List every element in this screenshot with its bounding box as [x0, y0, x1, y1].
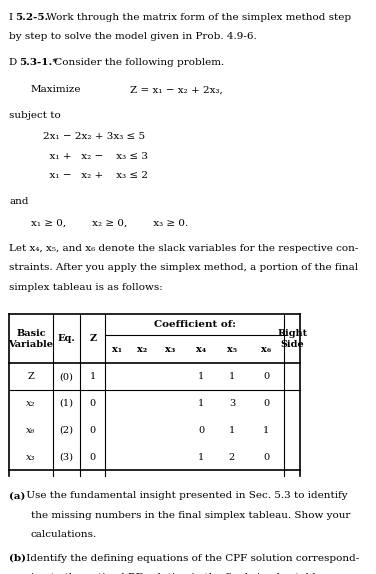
Text: D: D — [9, 58, 21, 67]
Text: Use the fundamental insight presented in Sec. 5.3 to identify: Use the fundamental insight presented in… — [23, 491, 347, 500]
Text: 1: 1 — [229, 426, 235, 435]
Text: x₆: x₆ — [26, 426, 36, 435]
Text: x₆: x₆ — [261, 344, 271, 354]
Text: 0: 0 — [90, 399, 96, 408]
Text: simplex tableau is as follows:: simplex tableau is as follows: — [9, 283, 163, 292]
Text: by step to solve the model given in Prob. 4.9-6.: by step to solve the model given in Prob… — [9, 33, 257, 41]
Text: x₂: x₂ — [26, 399, 36, 408]
Text: I: I — [9, 13, 17, 22]
Text: Z: Z — [89, 334, 96, 343]
Text: Basic
Variable: Basic Variable — [8, 329, 53, 348]
Text: x₁ −   x₂ +    x₃ ≤ 2: x₁ − x₂ + x₃ ≤ 2 — [43, 172, 148, 180]
Text: (b): (b) — [9, 554, 26, 563]
Text: Identify the defining equations of the CPF solution correspond-: Identify the defining equations of the C… — [23, 554, 359, 563]
Text: 0: 0 — [198, 426, 204, 435]
Text: calculations.: calculations. — [31, 530, 97, 539]
Text: (2): (2) — [59, 426, 73, 435]
Text: Consider the following problem.: Consider the following problem. — [51, 58, 224, 67]
Text: Z = x₁ − x₂ + 2x₃,: Z = x₁ − x₂ + 2x₃, — [130, 86, 223, 94]
Text: x₃: x₃ — [165, 344, 175, 354]
Text: straints. After you apply the simplex method, a portion of the final: straints. After you apply the simplex me… — [9, 263, 358, 273]
Text: subject to: subject to — [9, 111, 61, 120]
Text: x₅: x₅ — [227, 344, 237, 354]
Text: 2: 2 — [229, 452, 235, 461]
Text: ing to the optimal BF solution in the final simplex tableau.: ing to the optimal BF solution in the fi… — [31, 573, 338, 574]
Text: (3): (3) — [59, 452, 73, 461]
Text: Eq.: Eq. — [58, 334, 75, 343]
Text: x₁: x₁ — [112, 344, 123, 354]
Text: Z: Z — [27, 372, 34, 381]
Text: Coefficient of:: Coefficient of: — [154, 320, 236, 329]
Text: and: and — [9, 197, 29, 206]
Text: x₁ ≥ 0,        x₂ ≥ 0,        x₃ ≥ 0.: x₁ ≥ 0, x₂ ≥ 0, x₃ ≥ 0. — [31, 219, 188, 227]
Text: 0: 0 — [90, 452, 96, 461]
Text: Right
Side: Right Side — [277, 329, 307, 348]
Text: 2x₁ − 2x₂ + 3x₃ ≤ 5: 2x₁ − 2x₂ + 3x₃ ≤ 5 — [43, 132, 146, 141]
Text: (a): (a) — [9, 491, 26, 500]
Text: 0: 0 — [90, 426, 96, 435]
Text: 1: 1 — [89, 372, 96, 381]
Text: 0: 0 — [263, 452, 269, 461]
Text: the missing numbers in the final simplex tableau. Show your: the missing numbers in the final simplex… — [31, 511, 350, 519]
Text: 1: 1 — [263, 426, 269, 435]
Text: 1: 1 — [229, 372, 235, 381]
Text: 1: 1 — [198, 399, 204, 408]
Text: x₃: x₃ — [26, 452, 36, 461]
Text: x₂: x₂ — [137, 344, 147, 354]
Text: 1: 1 — [198, 372, 204, 381]
Text: Work through the matrix form of the simplex method step: Work through the matrix form of the simp… — [43, 13, 351, 22]
Text: x₁ +   x₂ −    x₃ ≤ 3: x₁ + x₂ − x₃ ≤ 3 — [43, 152, 148, 161]
Text: Maximize: Maximize — [31, 86, 82, 94]
Text: (0): (0) — [59, 372, 73, 381]
Text: x₄: x₄ — [196, 344, 206, 354]
Text: 5.2-5.: 5.2-5. — [15, 13, 49, 22]
Text: 0: 0 — [263, 399, 269, 408]
Text: Let x₄, x₅, and x₆ denote the slack variables for the respective con-: Let x₄, x₅, and x₆ denote the slack vari… — [9, 244, 359, 253]
Text: 0: 0 — [263, 372, 269, 381]
Text: 5.3-1.*: 5.3-1.* — [19, 58, 58, 67]
Text: (1): (1) — [59, 399, 73, 408]
Text: 3: 3 — [229, 399, 235, 408]
Text: 1: 1 — [198, 452, 204, 461]
